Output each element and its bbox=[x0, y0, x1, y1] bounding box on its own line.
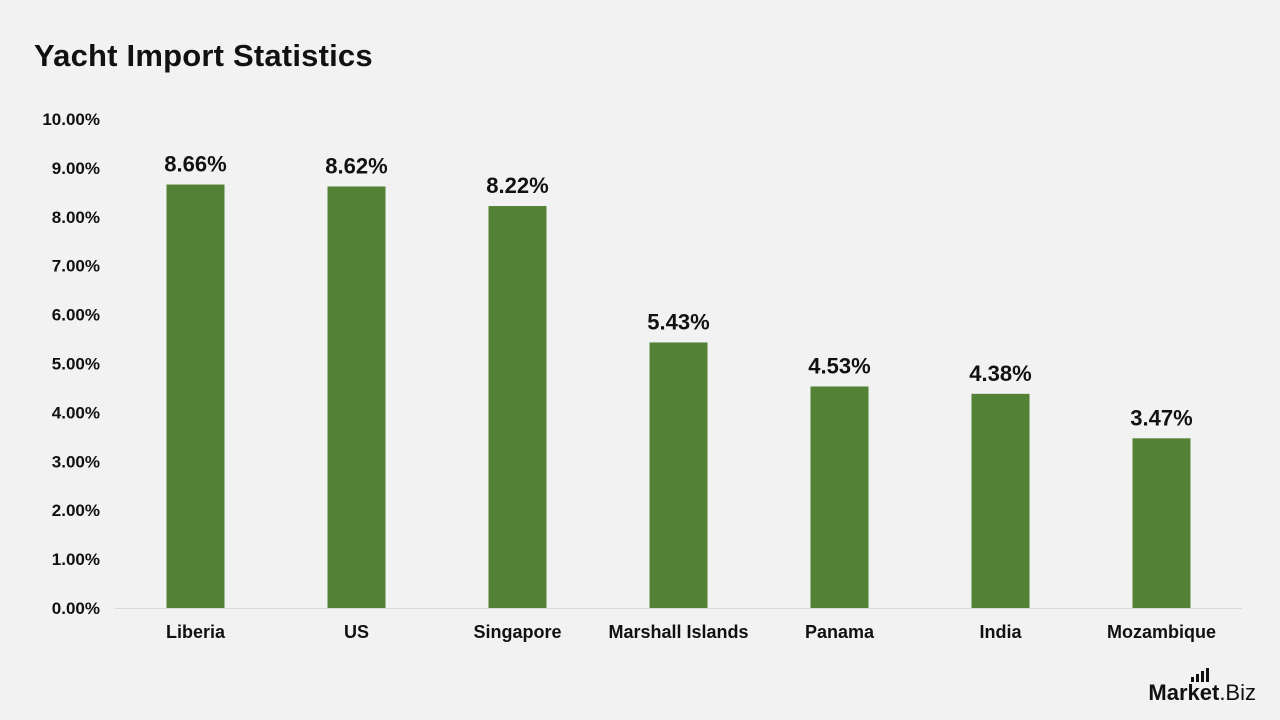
signal-bars-icon bbox=[1191, 668, 1209, 682]
y-tick-label: 7.00% bbox=[52, 257, 100, 276]
bar bbox=[810, 386, 869, 608]
y-tick-label: 8.00% bbox=[52, 208, 100, 227]
data-label: 8.66% bbox=[164, 152, 226, 177]
y-tick-label: 5.00% bbox=[52, 355, 100, 374]
bar bbox=[327, 186, 386, 608]
x-tick-label: Singapore bbox=[473, 622, 561, 642]
brand-logo: Market .Biz bbox=[1148, 668, 1256, 706]
bar bbox=[166, 184, 225, 608]
bar bbox=[971, 393, 1030, 608]
y-tick-label: 10.00% bbox=[42, 110, 100, 129]
data-label: 8.62% bbox=[325, 153, 387, 178]
x-tick-label: Mozambique bbox=[1107, 622, 1216, 642]
data-label: 8.22% bbox=[486, 173, 548, 198]
y-tick-label: 9.00% bbox=[52, 159, 100, 178]
y-axis-ticks: 0.00% 1.00% 2.00% 3.00% 4.00% 5.00% 6.00% 7.00%… bbox=[42, 110, 100, 618]
x-axis-ticks: Liberia US Singapore Marshall Islands Panama… bbox=[166, 622, 1216, 642]
y-tick-label: 4.00% bbox=[52, 403, 100, 422]
data-labels-group: 8.66% 8.62% 8.22% 5.43% 4.53% 4.38% 3.47% bbox=[164, 152, 1192, 431]
y-tick-label: 6.00% bbox=[52, 306, 100, 325]
data-label: 4.53% bbox=[808, 353, 870, 378]
x-tick-label: Panama bbox=[805, 622, 875, 642]
brand-name-part2: .Biz bbox=[1219, 680, 1256, 705]
bar bbox=[649, 342, 708, 608]
bar bbox=[488, 206, 547, 609]
data-label: 3.47% bbox=[1130, 405, 1192, 430]
x-tick-label: US bbox=[344, 622, 369, 642]
brand-name-part1: Market bbox=[1148, 680, 1220, 705]
y-tick-label: 0.00% bbox=[52, 599, 100, 618]
y-tick-label: 2.00% bbox=[52, 501, 100, 520]
bar bbox=[1132, 438, 1191, 608]
y-tick-label: 3.00% bbox=[52, 452, 100, 471]
x-tick-label: Marshall Islands bbox=[608, 622, 748, 642]
y-tick-label: 1.00% bbox=[52, 550, 100, 569]
data-label: 4.38% bbox=[969, 361, 1031, 386]
x-tick-label: India bbox=[979, 622, 1022, 642]
bars-group bbox=[166, 184, 1191, 609]
data-label: 5.43% bbox=[647, 309, 709, 334]
chart-title: Yacht Import Statistics bbox=[34, 38, 373, 73]
x-tick-label: Liberia bbox=[166, 622, 226, 642]
